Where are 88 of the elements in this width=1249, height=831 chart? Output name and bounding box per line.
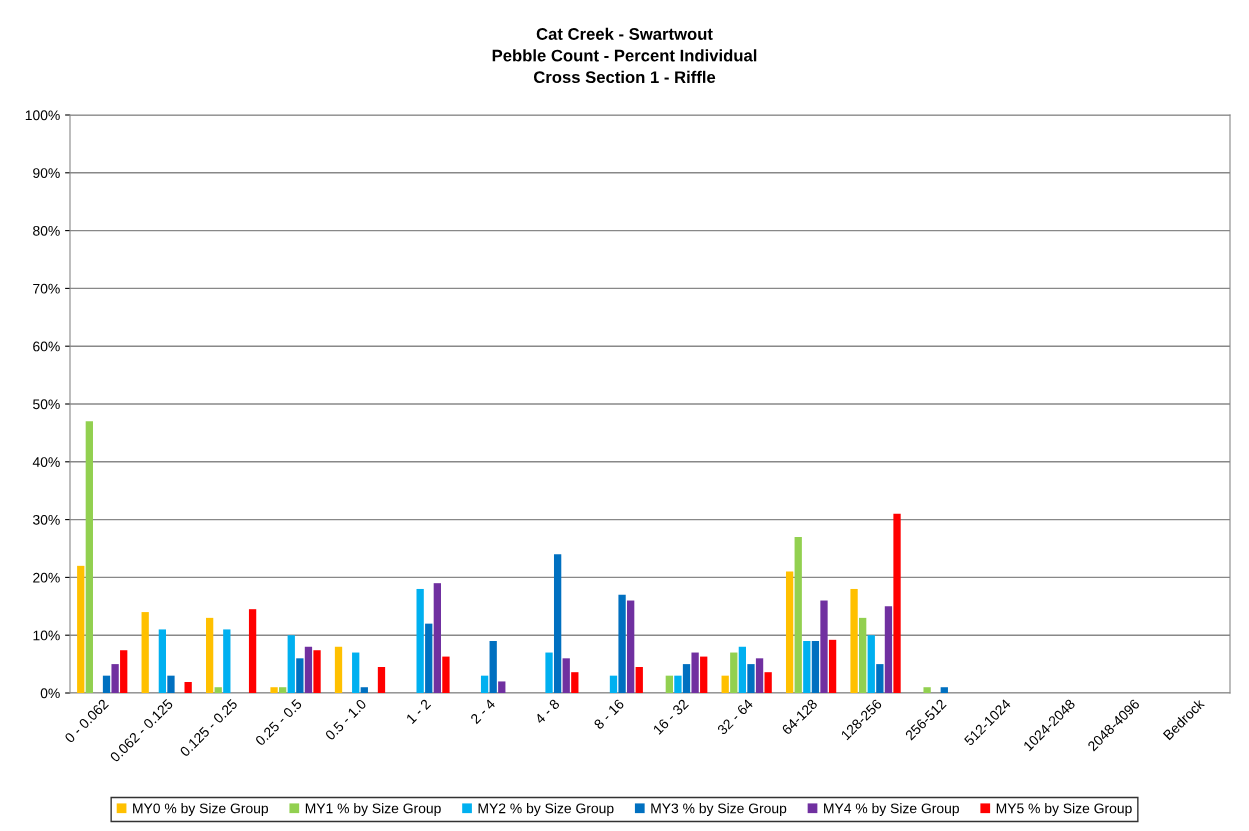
y-tick-label: 40% [32, 457, 60, 467]
y-tick-label: 90% [33, 168, 60, 178]
bar [876, 664, 884, 693]
bar [553, 554, 562, 693]
bar [893, 513, 901, 693]
bar [867, 635, 875, 693]
bar [884, 606, 893, 693]
bar [111, 664, 119, 693]
bar [498, 681, 506, 693]
bar [828, 639, 837, 693]
bar [287, 635, 295, 693]
bar [794, 536, 802, 693]
bar [102, 675, 111, 693]
y-tick-label: 20% [33, 572, 60, 583]
bar [334, 646, 343, 693]
bar [618, 594, 626, 693]
bar [859, 617, 867, 693]
bar [571, 672, 579, 693]
bar [304, 646, 313, 693]
bar [85, 421, 93, 693]
bar [279, 687, 287, 693]
bar [635, 666, 643, 693]
y-tick-label: 60% [33, 341, 60, 352]
x-tick-label: 32 - 64 [716, 698, 754, 736]
bar [360, 687, 368, 693]
legend-label: MY3 % by Size Group [651, 803, 787, 817]
bar [214, 687, 222, 693]
x-tick-label: 4 - 8 [534, 698, 561, 725]
legend-label: MY2 % by Size Group [478, 803, 614, 817]
bar [205, 617, 214, 693]
bar [923, 687, 931, 693]
bar [700, 656, 708, 693]
y-tick-label: 30% [33, 514, 60, 525]
bar [803, 640, 811, 693]
legend-label: MY0 % by Size Group [133, 803, 269, 817]
bar [425, 623, 433, 693]
bar [480, 675, 489, 693]
legend-label: MY5 % by Size Group [996, 803, 1132, 817]
y-tick-label: 50% [33, 399, 60, 410]
bar [747, 664, 755, 693]
bar [442, 656, 450, 693]
bar [313, 650, 321, 693]
bar [755, 658, 764, 693]
bar [416, 588, 424, 693]
bar [158, 629, 167, 693]
bar [352, 652, 360, 693]
y-tick-label: 10% [33, 630, 60, 641]
x-tick-label: 8 - 16 [593, 698, 625, 730]
y-tick-label: 70% [33, 283, 60, 294]
bar [223, 629, 231, 693]
bar [248, 609, 257, 693]
bar [940, 687, 948, 693]
bar [562, 658, 570, 693]
chart-title: Cat Creek - Swartwout Pebble Count - Percent Individual Cross Section 1 - Riffle [492, 27, 757, 84]
bar [609, 675, 618, 693]
bar [785, 571, 794, 693]
bar [665, 675, 673, 693]
bar [120, 650, 128, 693]
bar [811, 640, 820, 693]
bar [184, 682, 192, 693]
bar [820, 600, 828, 693]
y-tick-label: 100% [25, 110, 60, 121]
bar [141, 612, 149, 693]
bar [738, 646, 747, 693]
legend-label: MY4 % by Size Group [824, 803, 959, 817]
bar [721, 675, 729, 693]
bar [489, 640, 497, 693]
bar [730, 652, 738, 693]
bar [296, 658, 304, 693]
bar [691, 652, 699, 693]
bar [682, 664, 691, 693]
bar [377, 666, 386, 693]
x-tick-label: 1 - 2 [405, 698, 432, 724]
bar [545, 652, 553, 693]
bar [674, 675, 682, 693]
bar [433, 583, 441, 693]
x-tick-label: 16 - 32 [652, 698, 689, 735]
legend-label: MY1 % by Size Group [305, 803, 441, 817]
bar [270, 687, 278, 693]
bar [764, 672, 772, 693]
x-tick-label: 2 - 4 [469, 698, 496, 725]
y-tick-label: 80% [33, 225, 60, 236]
bar [850, 588, 858, 693]
bar [167, 675, 175, 693]
y-tick-label: 0% [40, 688, 60, 699]
x-tick-label: 0.5 - 1.0 [324, 698, 367, 741]
bar [627, 600, 635, 693]
bar [77, 565, 85, 693]
